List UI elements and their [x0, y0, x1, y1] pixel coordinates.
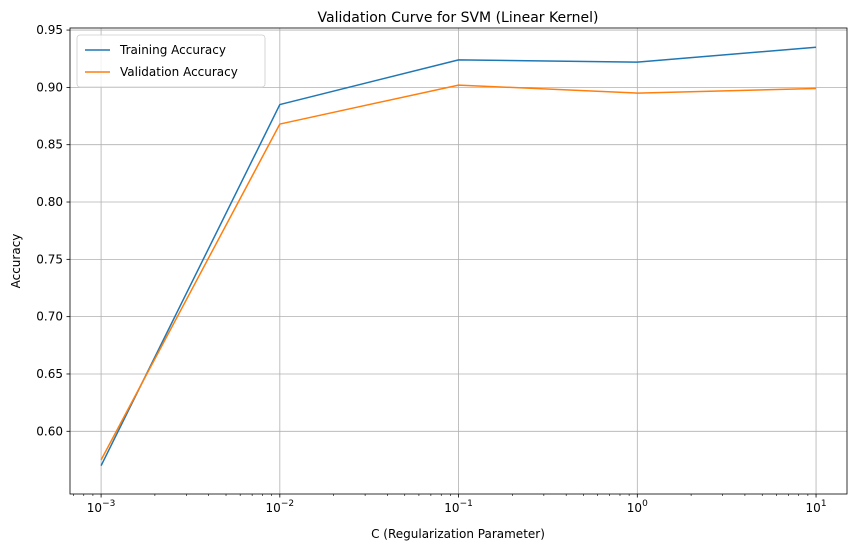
- y-tick-label: 0.90: [36, 80, 63, 94]
- x-tick-label: 10−3: [87, 499, 116, 515]
- x-tick-label: 10−1: [444, 499, 473, 515]
- y-tick-label: 0.85: [36, 138, 63, 152]
- series-line-training-accuracy: [100, 46, 817, 467]
- y-tick-label: 0.70: [36, 310, 63, 324]
- y-tick-label: 0.80: [36, 195, 63, 209]
- y-tick-label: 0.65: [36, 367, 63, 381]
- x-axis-label: C (Regularization Parameter): [371, 527, 545, 541]
- legend: Training Accuracy Validation Accuracy: [76, 34, 266, 88]
- legend-box: [76, 34, 266, 88]
- y-tick-label: 0.60: [36, 424, 63, 438]
- y-axis-label: Accuracy: [9, 234, 23, 289]
- y-tick-label: 0.95: [36, 23, 63, 37]
- y-tick-label: 0.75: [36, 252, 63, 266]
- legend-label: Validation Accuracy: [120, 65, 238, 79]
- legend-label: Training Accuracy: [119, 43, 226, 57]
- series-lines: [100, 46, 817, 467]
- x-tick-label: 101: [806, 499, 827, 515]
- axis-ticks: 10−3 10−2 10−1 100 101 0.60 0.65 0.70 0.75 0.80 0.…: [36, 23, 826, 515]
- grid-lines: [70, 28, 847, 494]
- x-tick-label: 10−2: [266, 499, 295, 515]
- x-tick-label: 100: [627, 499, 648, 515]
- series-line-validation-accuracy: [100, 84, 817, 461]
- chart-title: Validation Curve for SVM (Linear Kernel): [318, 10, 599, 26]
